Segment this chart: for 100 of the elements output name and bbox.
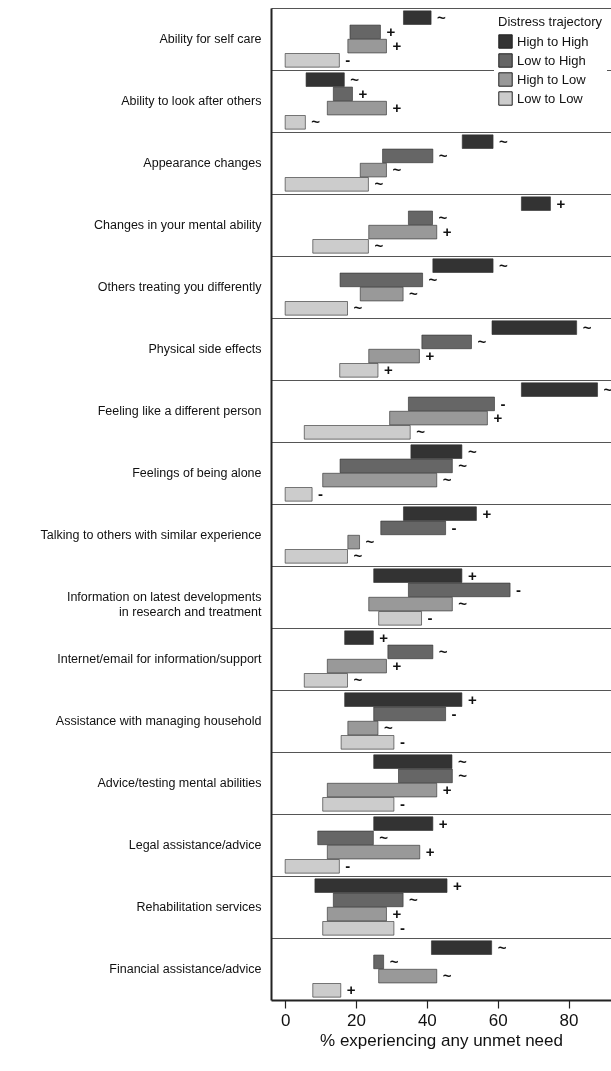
data-label: - <box>451 518 457 536</box>
data-label: ~ <box>438 642 448 660</box>
bar <box>421 334 472 350</box>
data-label: ~ <box>603 380 611 398</box>
legend-label: High to Low <box>517 71 587 87</box>
data-label: + <box>467 566 477 584</box>
data-label: + <box>556 194 566 212</box>
data-label: - <box>451 704 457 722</box>
bar <box>431 940 493 955</box>
data-label: - <box>345 51 351 69</box>
data-label: + <box>392 905 402 923</box>
data-label: ~ <box>438 208 448 226</box>
data-label: + <box>442 781 452 799</box>
data-label: ~ <box>416 423 426 441</box>
bar <box>387 644 434 660</box>
data-label: ~ <box>428 270 438 288</box>
data-label: + <box>392 37 402 55</box>
bar <box>344 630 374 645</box>
data-label: ~ <box>458 456 468 474</box>
y-tick-label: Changes in your mental ability <box>94 218 263 232</box>
data-label: ~ <box>437 8 447 26</box>
data-label: - <box>318 485 324 503</box>
data-label: + <box>358 84 368 102</box>
bar <box>284 487 313 502</box>
data-label: ~ <box>350 70 360 88</box>
data-label: + <box>438 814 448 832</box>
data-label: + <box>386 22 396 40</box>
y-tick-label: Feelings of being alone <box>132 466 262 480</box>
data-label: + <box>425 347 435 365</box>
data-label: + <box>392 657 402 675</box>
data-label: + <box>379 628 389 646</box>
bar <box>461 134 494 149</box>
data-label: ~ <box>392 161 402 179</box>
y-tick-label: Advice/testing mental abilities <box>97 776 262 790</box>
bar <box>284 301 348 316</box>
data-label: ~ <box>379 828 389 846</box>
y-tick-label: Ability to look after others <box>121 94 262 108</box>
y-tick-label: Others treating you differently <box>97 280 263 294</box>
data-label: ~ <box>353 299 363 317</box>
data-label: ~ <box>499 132 509 150</box>
data-label: + <box>442 223 452 241</box>
data-label: - <box>516 580 522 598</box>
data-label: + <box>453 876 463 894</box>
bar <box>284 115 306 130</box>
y-tick-label: Financial assistance/advice <box>109 962 262 976</box>
y-tick-label: Physical side effects <box>148 342 262 356</box>
legend-label: Low to Low <box>517 90 584 106</box>
data-label: ~ <box>383 719 393 737</box>
y-tick-label: Appearance changes <box>143 156 262 170</box>
data-label: ~ <box>499 256 509 274</box>
data-label: ~ <box>442 471 452 489</box>
data-label: ~ <box>438 146 448 164</box>
legend-label: High to High <box>517 33 589 49</box>
y-tick-label: Assistance with managing household <box>55 714 262 728</box>
data-label: ~ <box>442 967 452 985</box>
data-label: + <box>392 99 402 117</box>
data-label: - <box>427 609 433 627</box>
data-label: ~ <box>389 952 399 970</box>
data-label: - <box>500 394 506 412</box>
data-label: ~ <box>374 237 384 255</box>
y-tick-label: Rehabilitation services <box>136 900 262 914</box>
data-label: ~ <box>365 533 375 551</box>
data-label: + <box>425 843 435 861</box>
data-label: ~ <box>458 595 468 613</box>
data-label: ~ <box>582 318 592 336</box>
data-label: ~ <box>374 175 384 193</box>
bar <box>432 258 494 273</box>
data-label: + <box>383 361 393 379</box>
bar <box>403 10 432 25</box>
data-label: ~ <box>409 285 419 303</box>
data-label: ~ <box>409 890 419 908</box>
bar <box>491 320 578 335</box>
y-tick-label: Legal assistance/advice <box>128 838 262 852</box>
x-tick-label: 60 <box>488 1010 508 1030</box>
bar <box>521 196 551 211</box>
data-label: ~ <box>353 547 363 565</box>
data-label: - <box>399 919 405 937</box>
data-label: ~ <box>477 332 487 350</box>
data-label: - <box>345 857 351 875</box>
y-tick-label: Talking to others with similar experience <box>40 528 262 542</box>
legend-label: Low to High <box>517 52 586 68</box>
bar <box>521 382 598 397</box>
y-tick-label: Ability for self care <box>159 32 262 46</box>
x-tick-label: 40 <box>417 1010 437 1030</box>
data-label: ~ <box>497 938 507 956</box>
data-label: + <box>467 690 477 708</box>
x-tick-label: 80 <box>559 1010 579 1030</box>
legend-title: Distress trajectory <box>498 14 603 29</box>
bar <box>312 983 342 998</box>
bar <box>284 53 340 68</box>
y-tick-label: Feeling like a different person <box>97 404 262 418</box>
data-label: ~ <box>311 113 321 131</box>
y-tick-label: Information on latest developments in research and treatment <box>66 590 263 619</box>
x-tick-label: 0 <box>280 1010 291 1030</box>
data-label: + <box>482 504 492 522</box>
data-label: + <box>493 409 503 427</box>
x-axis-title: % experiencing any unmet need <box>320 1030 563 1050</box>
y-tick-label: Internet/email for information/support <box>57 652 263 666</box>
data-label: - <box>399 795 405 813</box>
data-label: + <box>346 981 356 999</box>
